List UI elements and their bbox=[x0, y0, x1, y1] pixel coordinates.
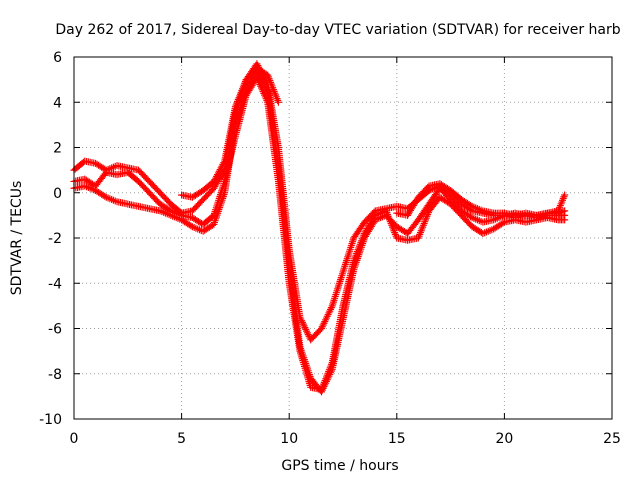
tick-labels: 0 5 10 15 20 25 -10 -8 -6 -4 -2 0 2 4 6 bbox=[39, 50, 621, 447]
data-point bbox=[220, 159, 228, 167]
plot-area-frame bbox=[73, 56, 613, 420]
x-tick-label: 20 bbox=[495, 431, 513, 447]
data-point bbox=[187, 222, 195, 230]
y-tick-label: -2 bbox=[48, 231, 62, 247]
x-tick-label: 15 bbox=[388, 431, 406, 447]
y-axis-label: SDTVAR / TECUs bbox=[9, 181, 25, 296]
series-trace-2 bbox=[70, 73, 569, 394]
y-tick-label: -4 bbox=[48, 276, 62, 292]
x-tick-label: 5 bbox=[177, 431, 186, 447]
y-tick-label: -10 bbox=[39, 412, 62, 428]
grid-lines bbox=[74, 57, 612, 419]
data-point bbox=[263, 85, 271, 93]
data-point bbox=[101, 170, 109, 178]
data-point bbox=[467, 213, 475, 221]
y-tick-label: 4 bbox=[53, 95, 62, 111]
data-point bbox=[499, 219, 507, 227]
data-point bbox=[101, 192, 109, 200]
x-tick-label: 0 bbox=[70, 431, 79, 447]
series-trace-3 bbox=[70, 69, 569, 396]
series-trace-4 bbox=[178, 64, 569, 219]
data-point bbox=[467, 201, 475, 209]
y-tick-label: 0 bbox=[53, 186, 62, 202]
chart-title: Day 262 of 2017, Sidereal Day-to-day VTE… bbox=[55, 22, 620, 38]
x-axis-label: GPS time / hours bbox=[281, 458, 398, 474]
x-tick-label: 10 bbox=[280, 431, 298, 447]
data-point bbox=[274, 98, 282, 106]
y-tick-label: -6 bbox=[48, 322, 62, 338]
y-tick-label: 6 bbox=[53, 50, 62, 66]
y-tick-label: 2 bbox=[53, 141, 62, 157]
x-tick-label: 25 bbox=[603, 431, 621, 447]
data-point bbox=[561, 191, 569, 199]
series-trace-1 bbox=[70, 60, 569, 344]
data-point bbox=[561, 211, 569, 219]
data-points bbox=[70, 60, 569, 396]
y-tick-label: -8 bbox=[48, 367, 62, 383]
